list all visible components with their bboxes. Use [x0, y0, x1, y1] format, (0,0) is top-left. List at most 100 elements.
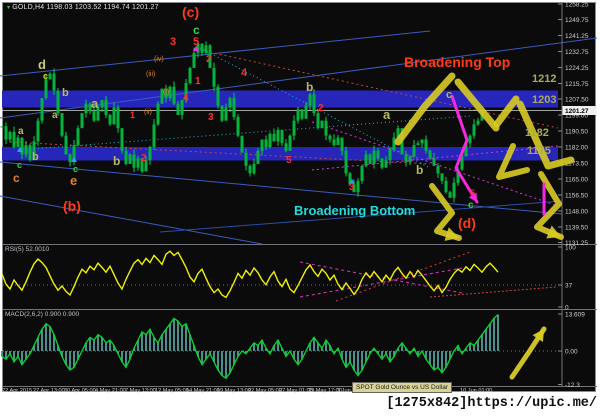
candle-body [208, 45, 212, 68]
candle-body [180, 99, 184, 116]
chart-line [335, 251, 471, 302]
chart-line [199, 49, 559, 129]
candle-body [296, 109, 300, 121]
candle-body [364, 154, 368, 166]
candle-body [168, 86, 172, 99]
candle-body [192, 52, 196, 68]
price-axis-label: 1232.75 [565, 49, 589, 56]
time-axis-label: 30 Apr 05:00 [64, 388, 96, 394]
chart-symbol-icon: ▾ [7, 5, 11, 11]
candle-body [116, 107, 120, 129]
rsi-scale-label: 37 [565, 283, 573, 290]
candle-body [300, 109, 304, 119]
time-axis-label: 7 May 13:00 [125, 388, 156, 394]
chart-title: ▾ GOLD,H4 1198.03 1203.52 1194.74 1201.27 [7, 4, 159, 11]
candle-body [416, 143, 420, 146]
time-axis-label: 4 May 21:00 [95, 388, 126, 394]
signal-arrow-marker [71, 157, 77, 162]
candle-body [112, 107, 116, 125]
candle-body [280, 130, 284, 144]
macd-scale-label: 0.00 [565, 349, 578, 356]
candle-body [368, 154, 372, 164]
candle-body [144, 160, 148, 172]
chart-line [299, 261, 463, 294]
price-axis-label: 1182.00 [565, 145, 588, 152]
candle-body [372, 150, 376, 164]
candle-body [252, 163, 256, 174]
candle-body [432, 158, 436, 166]
current-price-label: 1201.27 [565, 108, 589, 115]
candle-body [100, 99, 104, 108]
candle-body [64, 135, 68, 155]
candle-body [412, 145, 416, 157]
price-axis-label: 1131.25 [565, 240, 588, 247]
candle-body [188, 67, 192, 84]
time-axis-label: 10 Jun 01:00 [460, 388, 492, 394]
candle-body [288, 135, 292, 151]
candle-body [216, 86, 220, 106]
candle-body [384, 160, 388, 168]
candle-body [68, 154, 72, 163]
candle-body [356, 180, 360, 193]
candle-body [156, 103, 160, 125]
watermark-text: [1275x842]https://upic.me/ [386, 396, 597, 411]
candle-body [36, 120, 40, 142]
candle-body [124, 150, 128, 164]
candle-body [456, 169, 460, 183]
time-axis-label: 22 May 05:00 [248, 388, 282, 394]
candle-body [104, 99, 108, 116]
candle-body [240, 135, 244, 153]
candle-body [324, 120, 328, 136]
candle-body [8, 131, 12, 140]
candle-body [256, 150, 260, 164]
chart-line [311, 145, 559, 171]
price-axis-label: 1139.50 [565, 225, 588, 232]
candle-body [232, 98, 236, 117]
candle-body [196, 43, 200, 53]
candle-body [464, 143, 468, 157]
candle-body [92, 111, 96, 121]
price-band [2, 147, 558, 161]
candle-body [136, 158, 140, 168]
candle-body [20, 137, 24, 155]
candle-body [352, 184, 356, 193]
rsi-scale-label: 100 [565, 245, 576, 252]
candle-body [320, 120, 324, 129]
price-axis-label: 1207.50 [565, 97, 589, 104]
candle-body [96, 107, 100, 121]
chart-canvas[interactable]: 1258.25 1249.75 1241.25 1232.75 1224.25 1215.… [0, 0, 600, 394]
candle-body [340, 137, 344, 151]
candle-body [44, 79, 48, 99]
candle-body [48, 73, 52, 80]
candle-body [348, 173, 352, 185]
candle-body [176, 103, 180, 116]
candle-body [152, 124, 156, 147]
candle-body [440, 173, 444, 181]
time-axis-label: 3 Jun 09:00 [337, 388, 366, 394]
candle-body [164, 88, 168, 99]
candle-body [276, 130, 280, 142]
price-axis-label: 1173.50 [565, 161, 588, 168]
candle-body [84, 103, 88, 114]
candle-body [308, 94, 312, 106]
candle-body [284, 143, 288, 151]
signal-arrow-marker [349, 179, 355, 184]
candle-body [236, 116, 240, 136]
chart-line [9, 141, 431, 165]
drawn-arrow-head [444, 227, 459, 241]
current-price-box [562, 106, 597, 115]
candle-body [204, 45, 208, 53]
candle-body [476, 120, 480, 125]
candle-body [184, 83, 188, 100]
candle-body [40, 98, 44, 121]
macd-line [1, 314, 499, 380]
time-axis-label: 29 May 17:00 [308, 388, 342, 394]
candle-body [12, 131, 16, 147]
candle-body [304, 105, 308, 119]
candle-body [0, 126, 4, 128]
price-axis-label: 1156.50 [565, 193, 588, 200]
candle-body [80, 113, 84, 129]
price-axis-label: 1215.75 [565, 81, 589, 88]
candle-body [424, 139, 428, 151]
